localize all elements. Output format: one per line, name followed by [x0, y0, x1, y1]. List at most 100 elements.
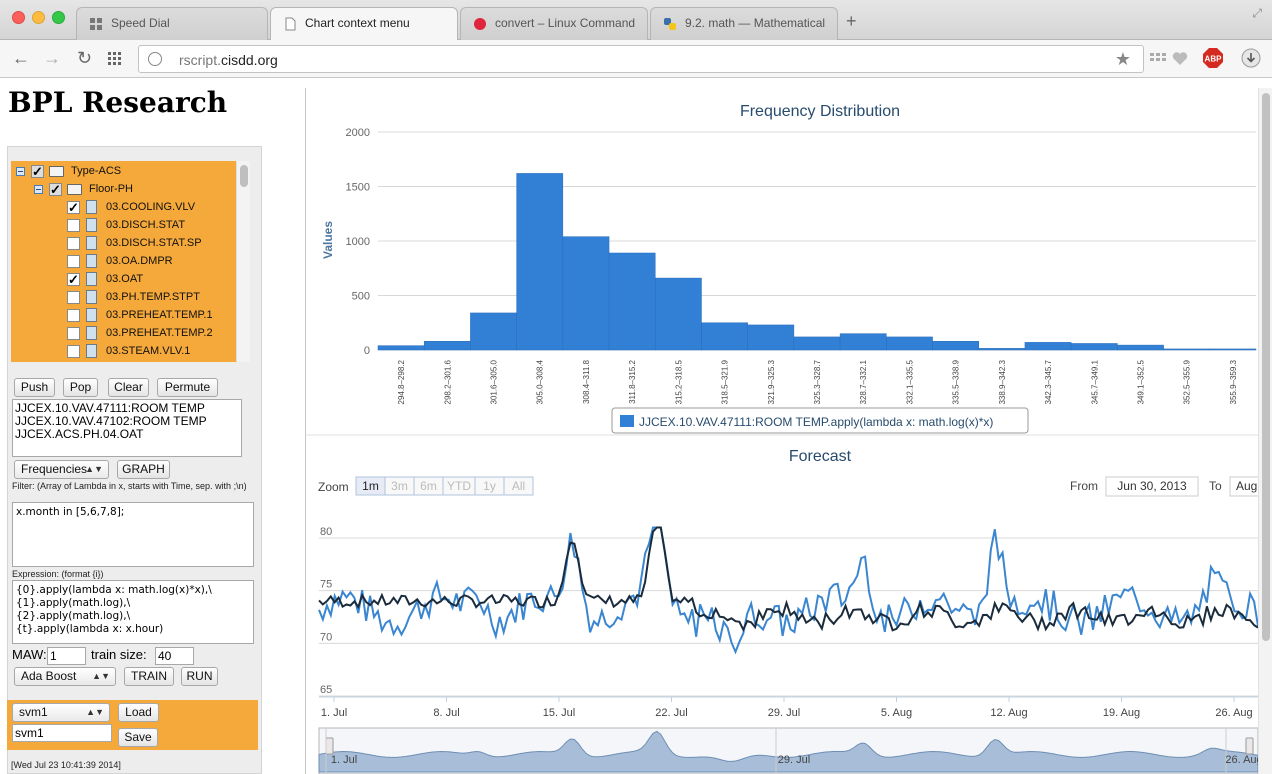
histogram-bar[interactable]: [701, 322, 748, 351]
root-checkbox[interactable]: ✓: [31, 164, 44, 179]
item-checkbox[interactable]: [67, 309, 80, 322]
reload-icon[interactable]: ↻: [77, 48, 93, 68]
histogram-bar[interactable]: [516, 173, 564, 351]
expression-label: Expression: (format {i}): [12, 569, 104, 579]
train-button[interactable]: TRAIN: [124, 667, 174, 686]
sensor-tree[interactable]: ✓ Type-ACS ✓ Floor-PH ✓ 03.COOLING.VLV 03.…: [11, 161, 250, 362]
zoom-option-label: 6m: [420, 479, 437, 493]
x-tick-label: 315.2–318.5: [674, 359, 683, 404]
download-icon[interactable]: [1241, 48, 1261, 68]
item-checkbox[interactable]: [67, 219, 80, 232]
tab-python-math[interactable]: 9.2. math — Mathematical: [650, 7, 838, 40]
list-item[interactable]: JJCEX.10.VAV.47111:ROOM TEMP: [15, 401, 205, 415]
item-checkbox[interactable]: ✓: [67, 272, 80, 287]
address-bar[interactable]: rscript.cisdd.org ★: [138, 45, 1144, 73]
run-button[interactable]: RUN: [181, 667, 218, 686]
close-window-button[interactable]: [12, 11, 25, 24]
histogram-bar[interactable]: [839, 333, 887, 351]
bookmark-star-icon[interactable]: ★: [1114, 49, 1131, 69]
forward-arrow-icon[interactable]: →: [43, 48, 61, 68]
histogram-bar[interactable]: [1209, 348, 1257, 351]
tab-speed-dial[interactable]: Speed Dial: [76, 7, 268, 40]
zoom-all-button[interactable]: [503, 476, 534, 496]
selected-series-list[interactable]: JJCEX.10.VAV.47111:ROOM TEMP JJCEX.10.VA…: [12, 399, 242, 457]
filter-textarea[interactable]: x.month in [5,6,7,8];: [12, 502, 254, 567]
histogram-bar[interactable]: [608, 252, 656, 351]
histogram-bar[interactable]: [978, 348, 1026, 351]
histogram-bar[interactable]: [655, 277, 702, 351]
histogram-bar[interactable]: [747, 324, 795, 351]
histogram-bar[interactable]: [932, 341, 979, 351]
item-checkbox[interactable]: ✓: [67, 200, 80, 215]
model-select[interactable]: Ada Boost ▲▼: [14, 667, 116, 686]
item-checkbox[interactable]: [67, 345, 80, 358]
expression-textarea[interactable]: {0}.apply(lambda x: math.log(x)*x),\ {1}…: [12, 580, 254, 644]
save-button[interactable]: Save: [118, 728, 158, 747]
collapse-icon[interactable]: [34, 185, 43, 194]
item-checkbox[interactable]: [67, 327, 80, 340]
list-item[interactable]: JJCEX.10.VAV.47102:ROOM TEMP: [15, 414, 207, 428]
navigator-handle[interactable]: [1245, 737, 1254, 755]
pop-button[interactable]: Pop: [63, 378, 98, 397]
y-tick-label: 75: [320, 579, 332, 591]
tree-folder-label: Floor-PH: [89, 183, 134, 195]
extension-grid-icon[interactable]: [1150, 53, 1166, 65]
tab-convert[interactable]: convert – Linux Command: [460, 7, 648, 40]
minimize-window-button[interactable]: [32, 11, 45, 24]
push-button[interactable]: Push: [14, 378, 55, 397]
mode-select[interactable]: Frequencies ▲▼: [14, 460, 109, 479]
item-checkbox[interactable]: [67, 291, 80, 304]
page-scrollbar[interactable]: [1258, 88, 1272, 774]
from-date-input[interactable]: [1105, 476, 1199, 497]
page-info-icon[interactable]: [148, 52, 162, 66]
folder-checkbox[interactable]: ✓: [49, 182, 62, 197]
clear-button[interactable]: Clear: [108, 378, 149, 397]
navigator-handle[interactable]: [325, 737, 334, 755]
histogram-bar[interactable]: [1163, 348, 1211, 351]
histogram-bar[interactable]: [1024, 342, 1072, 351]
collapse-icon[interactable]: [16, 167, 25, 176]
zoom-window-button[interactable]: [52, 11, 65, 24]
histogram-bar[interactable]: [377, 345, 425, 351]
histogram-bar[interactable]: [886, 336, 933, 351]
to-date-input[interactable]: [1229, 476, 1258, 497]
forecast-chart[interactable]: Forecast Zoom 1m 3m 6m YTD 1y All From Jun 30…: [318, 448, 1258, 774]
histogram-bar[interactable]: [1070, 343, 1118, 351]
tree-root-label: Type-ACS: [71, 165, 122, 177]
navigator-tick-label: 26. Aug: [1225, 754, 1258, 766]
tree-scrollbar[interactable]: [236, 161, 250, 362]
graph-button[interactable]: GRAPH: [117, 460, 170, 479]
histogram-bar[interactable]: [423, 341, 471, 351]
apps-grid-icon[interactable]: [108, 52, 122, 66]
back-arrow-icon[interactable]: ←: [12, 48, 30, 68]
item-checkbox[interactable]: [67, 237, 80, 250]
histogram-bar[interactable]: [470, 312, 517, 351]
tree-scroll-thumb[interactable]: [240, 165, 248, 187]
histogram-bar[interactable]: [793, 336, 841, 351]
maw-input[interactable]: 1: [47, 647, 86, 665]
histogram-bar[interactable]: [1117, 344, 1164, 351]
permute-button[interactable]: Permute: [157, 378, 218, 397]
y-tick-label: 65: [320, 684, 332, 696]
load-button[interactable]: Load: [118, 703, 159, 722]
frequency-distribution-chart[interactable]: Frequency Distribution Values 2000 1500 10…: [321, 103, 1257, 434]
new-tab-plus-icon[interactable]: +: [846, 11, 857, 31]
chart-legend[interactable]: JJCEX.10.VAV.47111:ROOM TEMP.apply(lambd…: [611, 407, 1029, 434]
heart-icon[interactable]: [1172, 51, 1188, 66]
tab-label: Chart context menu: [305, 16, 410, 30]
item-checkbox[interactable]: [67, 255, 80, 268]
tab-label: convert – Linux Command: [495, 16, 636, 30]
folder-open-icon: [49, 166, 64, 177]
page-scroll-thumb[interactable]: [1262, 93, 1270, 641]
adblock-icon[interactable]: ABP: [1202, 47, 1224, 69]
list-item[interactable]: JJCEX.ACS.PH.04.OAT: [15, 427, 144, 441]
chart-title: Frequency Distribution: [740, 103, 900, 120]
model-name-input[interactable]: svm1: [12, 724, 112, 742]
tab-chart-context-menu[interactable]: Chart context menu: [270, 7, 458, 41]
zoom-option-label: All: [512, 479, 525, 493]
saved-model-select[interactable]: svm1 ▲▼: [12, 703, 110, 722]
histogram-bar[interactable]: [562, 236, 610, 351]
fullscreen-icon[interactable]: ⤢: [1252, 6, 1262, 20]
navigator[interactable]: 1. Jul 29. Jul 26. Aug: [318, 727, 1258, 774]
train-size-input[interactable]: 40: [155, 647, 194, 665]
